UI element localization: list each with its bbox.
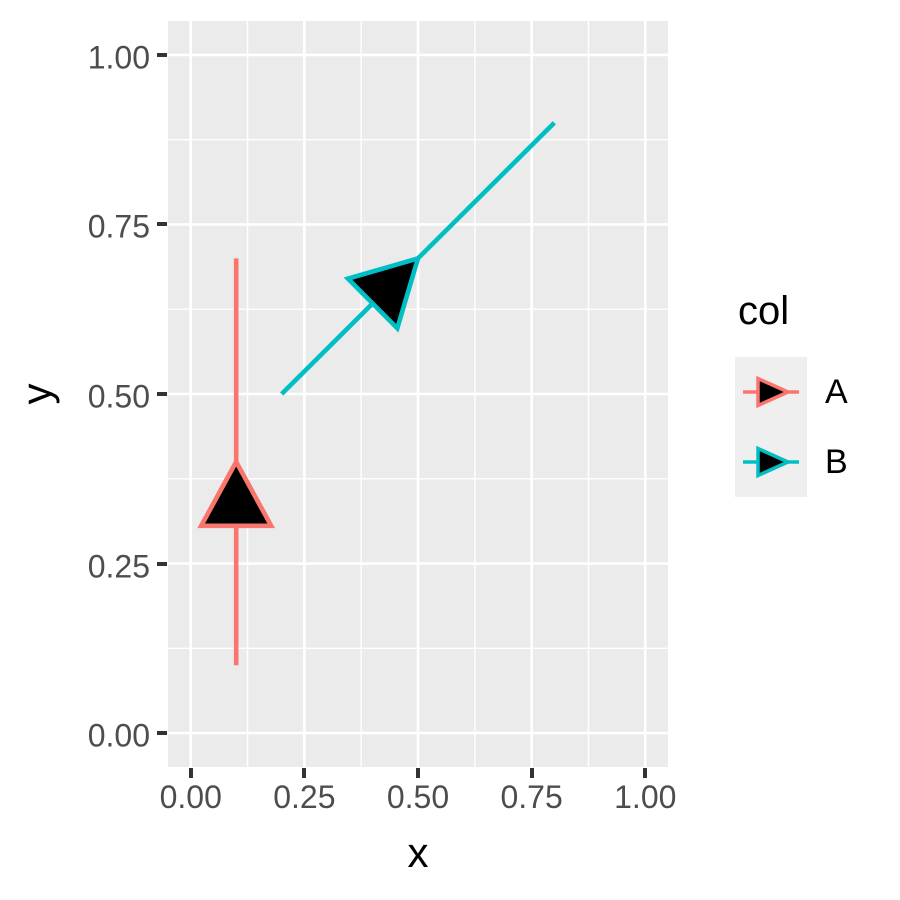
legend-title: col <box>738 289 790 333</box>
plot-panel <box>168 21 668 767</box>
x-tick-label: 0.75 <box>500 779 563 815</box>
legend-entry-B: B <box>735 427 848 497</box>
x-tick-mark <box>529 768 534 778</box>
legend-label: B <box>825 442 848 481</box>
plot-area-svg <box>168 21 668 767</box>
x-tick-label: 1.00 <box>614 779 677 815</box>
x-axis-title: x <box>407 829 429 876</box>
legend-key-arrow-icon <box>735 357 807 427</box>
y-tick-label: 0.50 <box>87 378 150 415</box>
arrowhead-B <box>343 254 422 333</box>
legend-key-arrow-icon <box>735 427 807 497</box>
legend-key-arrowhead <box>756 375 793 409</box>
x-tick-label: 0.50 <box>386 779 450 815</box>
y-tick-mark <box>157 222 167 227</box>
legend-label: A <box>825 372 848 411</box>
arrowhead-A <box>197 457 276 529</box>
y-tick-label: 0.75 <box>87 209 150 246</box>
x-tick-label: 0.25 <box>273 779 336 815</box>
y-tick-mark <box>157 561 167 566</box>
y-tick-label: 1.00 <box>87 39 150 76</box>
y-tick-label: 0.25 <box>87 548 150 585</box>
y-tick-mark <box>157 731 167 736</box>
x-tick-mark <box>302 768 307 778</box>
y-axis-title: y <box>13 383 60 405</box>
x-tick-mark <box>643 768 648 778</box>
legend-entry-A: A <box>735 357 848 427</box>
x-tick-mark <box>416 768 420 778</box>
y-tick-mark <box>157 392 167 396</box>
legend-key-arrowhead <box>756 445 793 479</box>
x-tick-mark <box>188 768 193 778</box>
x-tick-label: 0.00 <box>159 779 222 815</box>
y-tick-mark <box>157 52 167 57</box>
y-tick-label: 0.00 <box>87 717 150 754</box>
